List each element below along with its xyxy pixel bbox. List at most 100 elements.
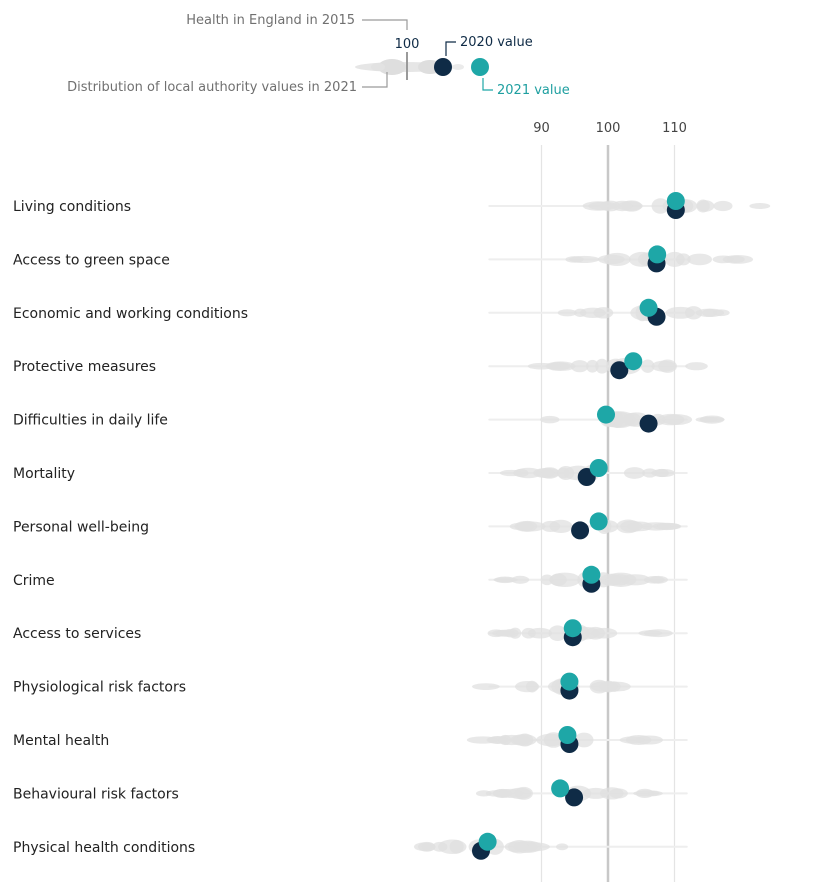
distribution-blob xyxy=(556,843,569,851)
category-row: Physiological risk factors xyxy=(13,672,688,700)
distribution-blob xyxy=(521,627,536,639)
category-label: Physical health conditions xyxy=(13,840,195,856)
distribution-blob xyxy=(713,200,733,212)
distribution-blob xyxy=(570,360,589,373)
category-row: Living conditions xyxy=(13,192,771,219)
distribution-blob xyxy=(620,520,643,533)
distribution-blob xyxy=(687,253,713,266)
category-row: Crime xyxy=(13,565,688,593)
distribution-blob xyxy=(633,790,663,797)
point-2021 xyxy=(558,726,577,744)
x-tick-label: 100 xyxy=(596,121,621,136)
distribution-blob xyxy=(749,203,771,209)
category-row: Personal well-being xyxy=(13,512,688,540)
distribution-blob xyxy=(595,358,609,374)
distribution-blob xyxy=(466,736,499,744)
legend-2020-label: 2020 value xyxy=(460,35,533,50)
point-2021 xyxy=(589,512,608,531)
distribution-blob xyxy=(591,627,618,639)
legend-2020-dot xyxy=(434,58,452,76)
distribution-blob xyxy=(514,786,533,800)
legend-2021-dot xyxy=(471,58,489,76)
x-tick-label: 90 xyxy=(533,121,550,136)
distribution-blob xyxy=(586,359,599,373)
distribution-blob xyxy=(722,255,754,264)
category-row: Access to services xyxy=(13,619,688,647)
distribution-blob xyxy=(472,683,500,690)
distribution-blob xyxy=(517,520,538,532)
distribution-blob xyxy=(611,200,633,212)
distribution-blob xyxy=(510,734,537,746)
category-row: Physical health conditions xyxy=(13,832,688,860)
distribution-blob xyxy=(622,412,642,427)
distribution-blob xyxy=(651,360,677,372)
category-row: Difficulties in daily life xyxy=(13,405,725,433)
distribution-blob xyxy=(623,467,646,479)
point-2020 xyxy=(565,788,584,807)
category-label: Protective measures xyxy=(13,359,156,375)
distribution-blob xyxy=(449,839,464,854)
distribution-blob xyxy=(609,788,628,799)
point-2021 xyxy=(551,779,570,798)
legend-distribution-leader xyxy=(362,72,388,88)
legend: Health in England in 2015 100 Distributi… xyxy=(67,13,570,98)
distribution-blob xyxy=(574,308,587,317)
legend-distribution-strip xyxy=(355,59,464,75)
category-label: Living conditions xyxy=(13,199,131,215)
distribution-blob xyxy=(685,362,708,371)
category-row: Mental health xyxy=(13,726,688,753)
point-2021 xyxy=(624,352,643,371)
point-2021 xyxy=(563,619,582,638)
distribution-blob xyxy=(421,842,436,852)
distribution-blob xyxy=(638,630,663,637)
distribution-blob xyxy=(496,629,516,637)
category-label: Physiological risk factors xyxy=(13,680,186,696)
distribution-blob xyxy=(549,519,573,534)
category-label: Economic and working conditions xyxy=(13,306,248,322)
legend-distribution-label: Distribution of local authority values i… xyxy=(67,80,357,95)
category-label: Behavioural risk factors xyxy=(13,786,179,802)
legend-2021-label: 2021 value xyxy=(497,83,570,98)
distribution-blob xyxy=(511,575,530,584)
category-label: Crime xyxy=(13,573,55,589)
distribution-blob xyxy=(514,467,542,479)
x-tick-label: 110 xyxy=(662,121,687,136)
distribution-blob xyxy=(499,469,523,477)
legend-baseline-leader xyxy=(362,19,408,30)
distribution-blob xyxy=(603,252,631,266)
distribution-blob xyxy=(695,308,725,318)
category-row: Access to green space xyxy=(13,245,754,273)
distribution-blob xyxy=(579,307,606,318)
distribution-blob xyxy=(574,732,594,748)
legend-2021-leader xyxy=(482,78,493,91)
point-2021 xyxy=(560,672,579,691)
legend-baseline-value: 100 xyxy=(395,37,420,52)
category-row: Behavioural risk factors xyxy=(13,779,688,807)
point-2021 xyxy=(589,459,608,477)
point-2021 xyxy=(597,405,616,424)
distribution-blob xyxy=(696,200,715,212)
category-label: Access to services xyxy=(13,626,141,642)
distribution-blob xyxy=(657,523,682,530)
distribution-blob xyxy=(642,468,658,478)
distribution-blob xyxy=(557,465,575,481)
point-2021 xyxy=(582,565,601,584)
point-2020 xyxy=(571,521,590,540)
category-label: Personal well-being xyxy=(13,519,149,535)
point-2021 xyxy=(478,832,497,851)
legend-2020-leader xyxy=(445,41,456,56)
distribution-blob xyxy=(675,253,691,266)
distribution-blob xyxy=(590,681,618,692)
category-row: Mortality xyxy=(13,459,688,486)
category-row: Protective measures xyxy=(13,352,708,380)
distribution-blob xyxy=(619,736,645,744)
point-2020 xyxy=(639,414,658,433)
point-2020 xyxy=(610,361,629,380)
plot-area: 90 100 110 Living conditions Access to green… xyxy=(13,121,771,882)
distribution-blob xyxy=(518,842,550,852)
distribution-blob xyxy=(695,416,718,423)
distribution-blob xyxy=(498,734,512,746)
legend-baseline-label: Health in England in 2015 xyxy=(186,13,355,28)
point-2021 xyxy=(639,298,658,317)
